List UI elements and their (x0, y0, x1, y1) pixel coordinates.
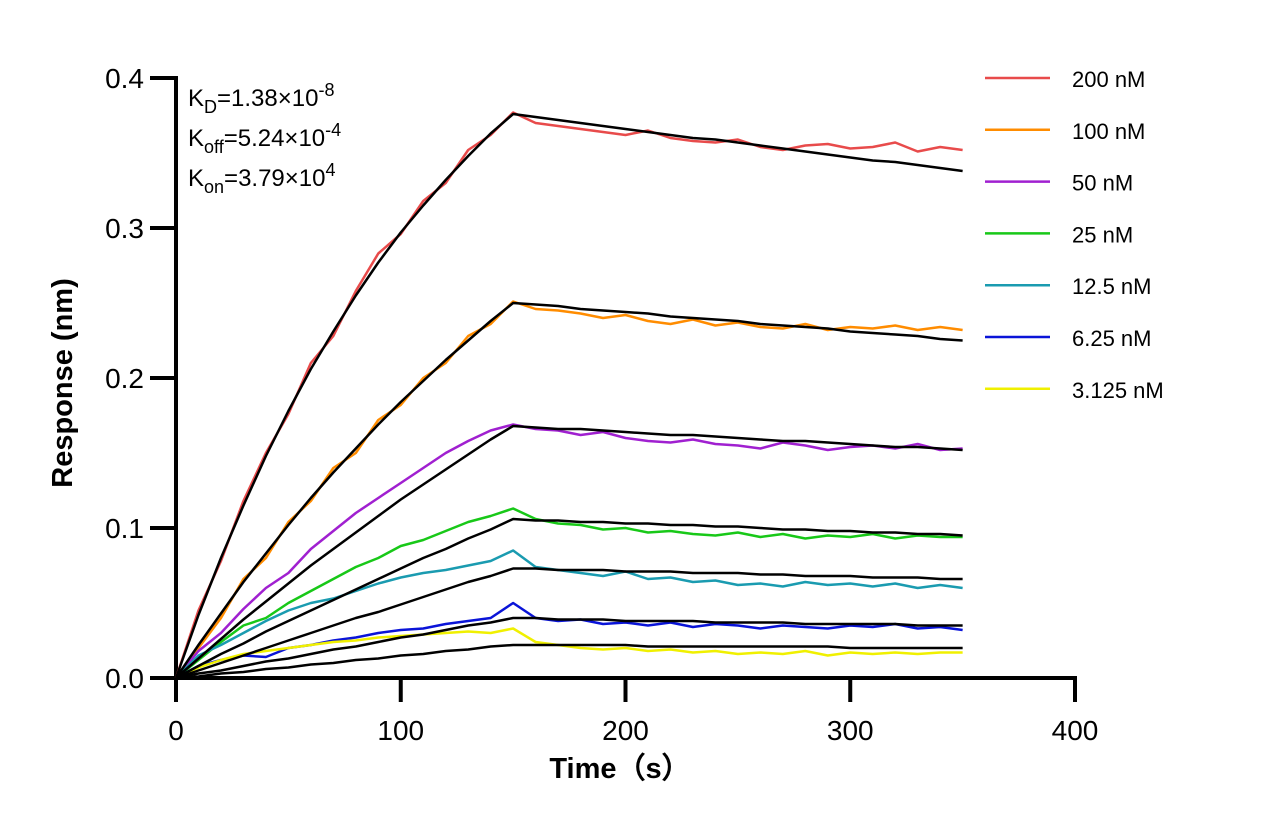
annotation-text: =1.38×10 (217, 85, 318, 112)
annotation-text: =3.79×10 (224, 165, 325, 192)
x-tick-label: 400 (1052, 715, 1099, 746)
x-tick-label: 0 (168, 715, 184, 746)
y-tick-label: 0.2 (105, 363, 144, 394)
x-tick-label: 200 (602, 715, 649, 746)
x-axis-title: Time（s） (549, 752, 690, 785)
y-tick-label: 0.4 (105, 63, 144, 94)
legend-label: 25 nM (1072, 222, 1133, 247)
line (175, 549, 963, 679)
annotation-sup: -8 (318, 80, 334, 100)
y-tick-label: 0.3 (105, 213, 144, 244)
line (174, 111, 963, 679)
line (175, 507, 963, 679)
legend-label: 50 nM (1072, 171, 1133, 196)
line (175, 627, 963, 680)
line (175, 517, 963, 680)
annotation-base: K (188, 125, 204, 152)
line (175, 423, 963, 679)
annotation: KD=1.38×10-8 (188, 80, 334, 117)
line (174, 112, 963, 679)
legend-label: 200 nM (1072, 67, 1145, 92)
y-tick-label: 0.1 (105, 513, 144, 544)
line (175, 616, 963, 680)
annotation: Koff=5.24×10-4 (188, 120, 341, 157)
annotation: Kon=3.79×104 (188, 160, 336, 197)
line (174, 300, 963, 679)
y-axis-title: Response (nm) (47, 278, 79, 487)
annotation-sub: D (204, 97, 217, 117)
legend-label: 100 nM (1072, 119, 1145, 144)
x-tick-label: 300 (827, 715, 874, 746)
y-tick-label: 0.0 (105, 663, 144, 694)
line (175, 424, 963, 679)
legend-label: 3.125 nM (1072, 378, 1164, 403)
annotation-base: K (188, 85, 204, 112)
x-tick-label: 100 (377, 715, 424, 746)
annotation-sup: -4 (325, 120, 341, 140)
legend-label: 6.25 nM (1072, 326, 1152, 351)
annotation-base: K (188, 165, 204, 192)
line (175, 643, 963, 680)
line (175, 567, 963, 680)
line (174, 301, 963, 679)
annotation-sub: off (204, 137, 225, 157)
annotation-sup: 4 (325, 160, 335, 180)
legend-label: 12.5 nM (1072, 274, 1152, 299)
annotation-text: =5.24×10 (224, 125, 325, 152)
annotation-sub: on (204, 177, 224, 197)
